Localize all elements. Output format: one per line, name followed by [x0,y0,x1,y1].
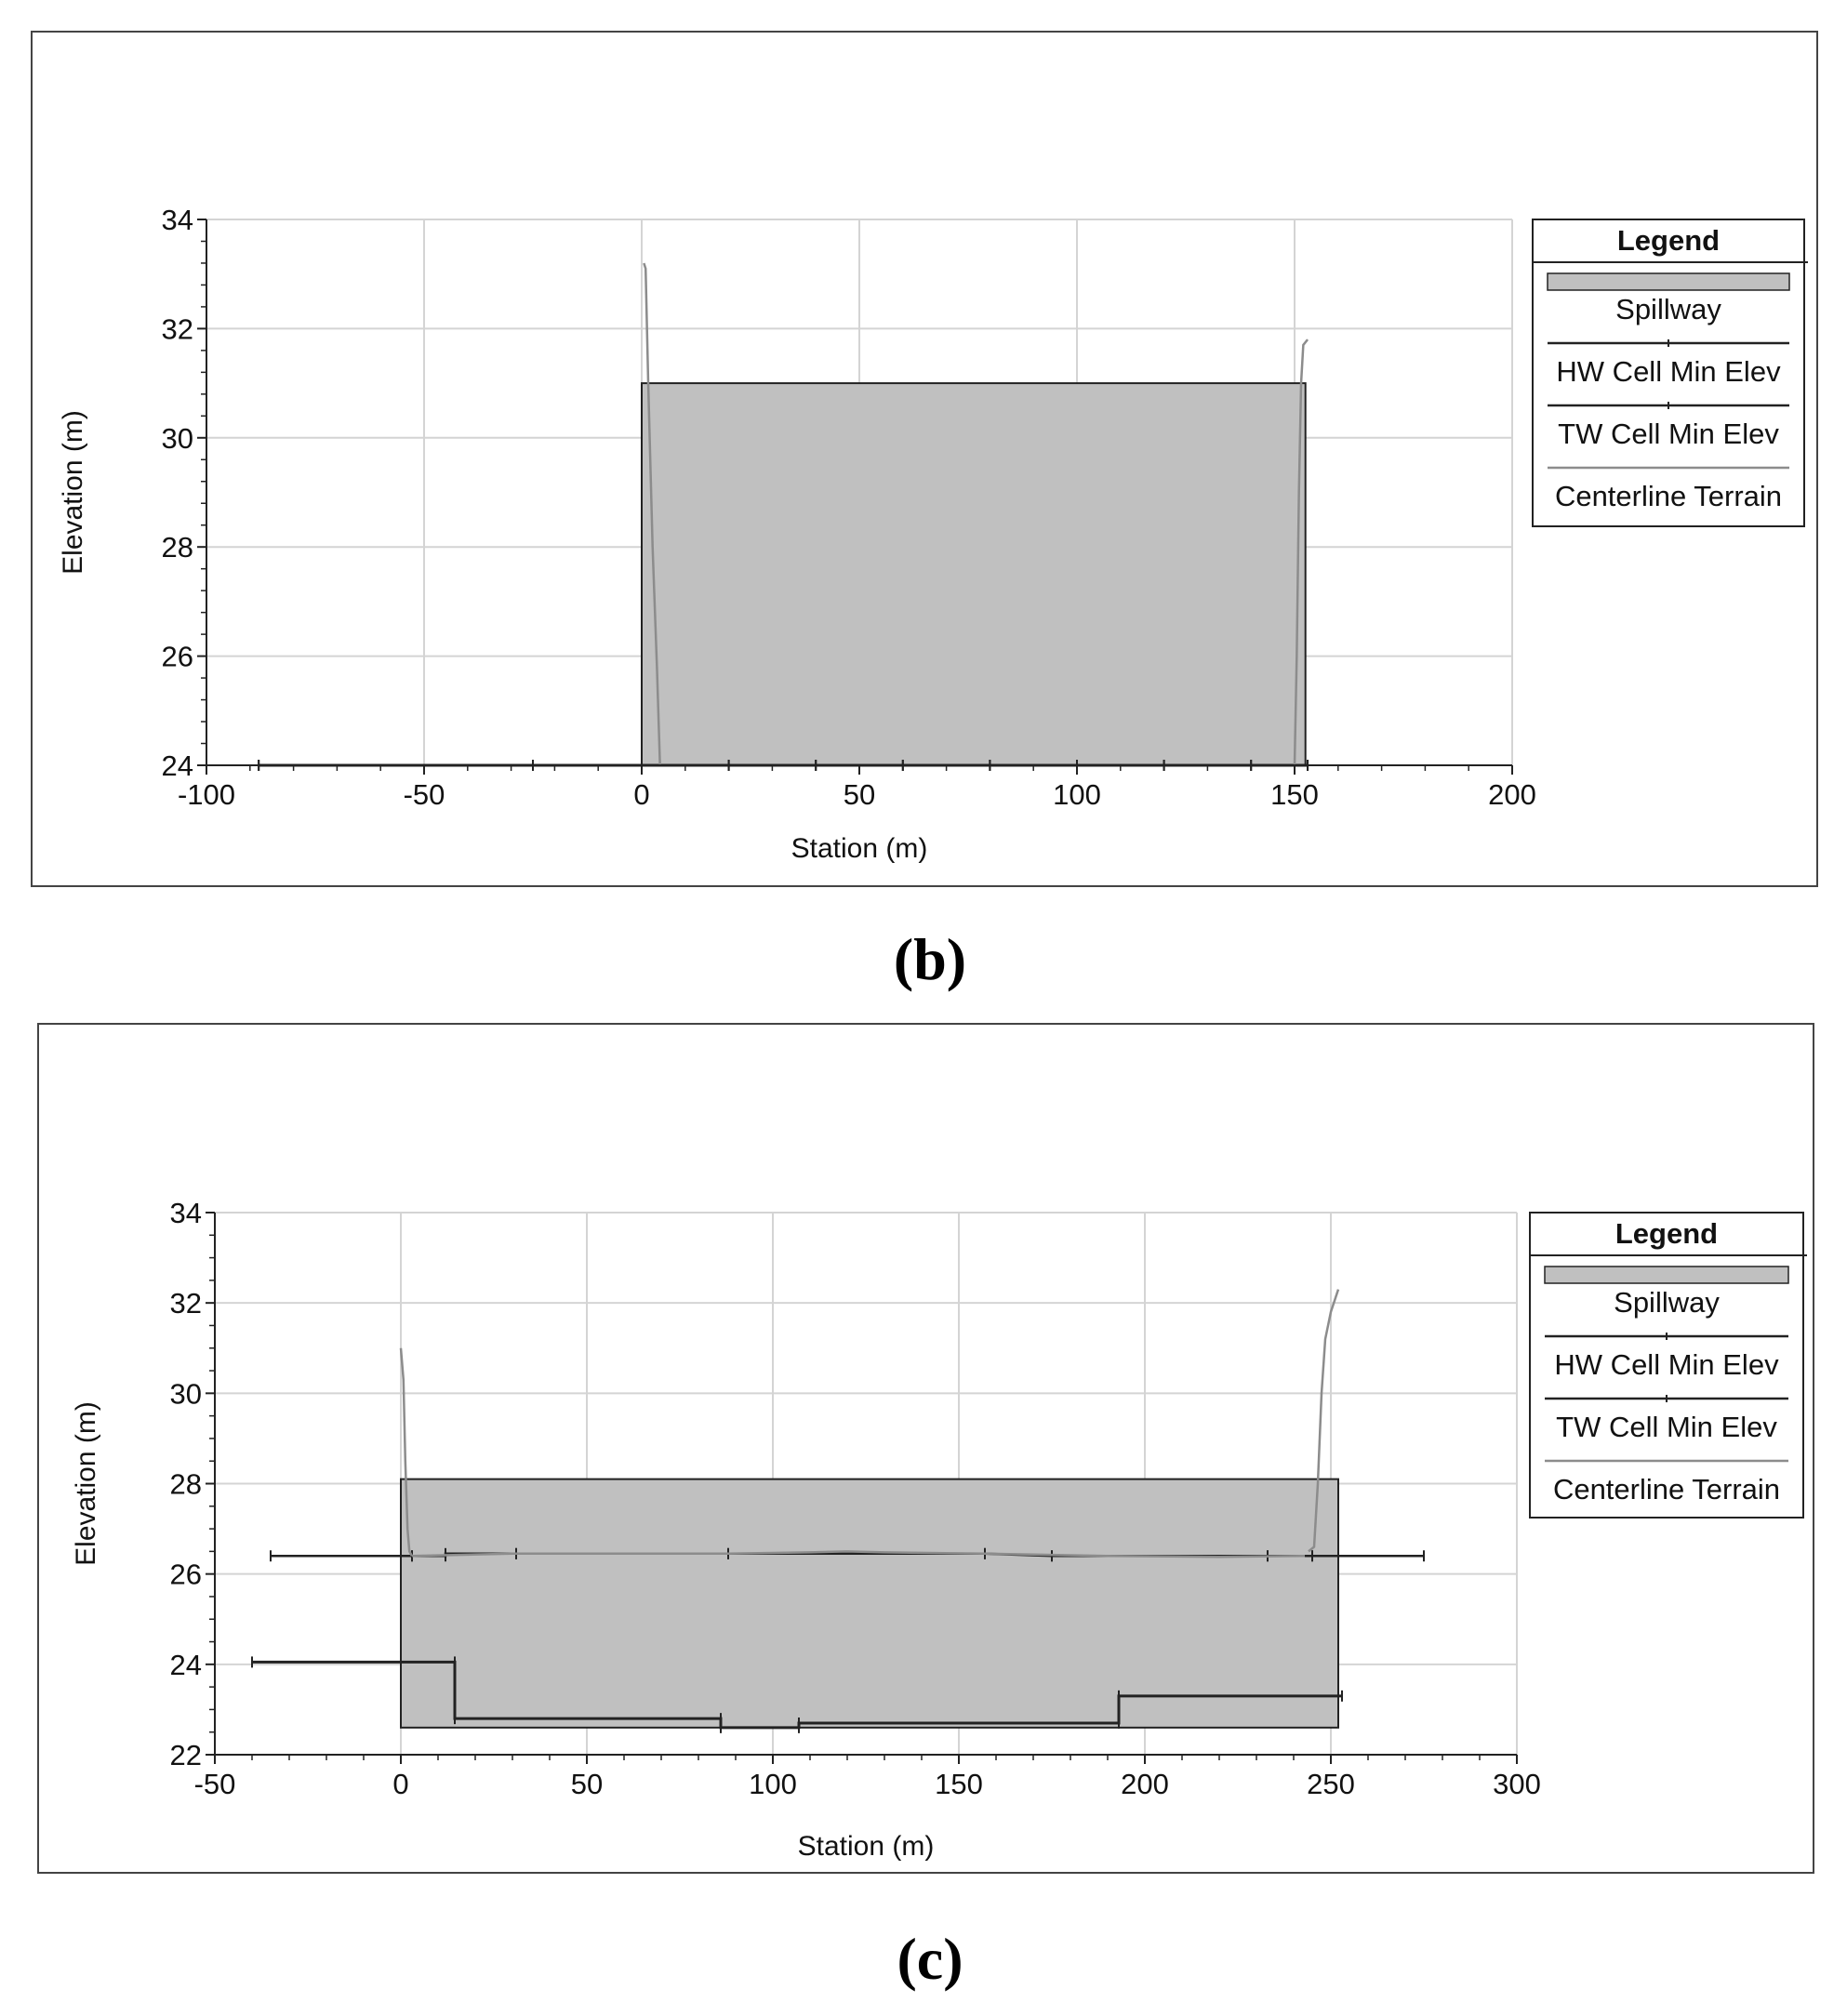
x-tick-label: 100 [1053,778,1101,811]
y-tick-label: 24 [162,749,193,782]
legend-box [1532,219,1805,527]
caption-c-text: (c) [897,1926,963,1992]
x-axis-title: Station (m) [798,1831,935,1862]
legend-entry-label: HW Cell Min Elev [1554,1348,1779,1381]
legend-box [1529,1212,1804,1519]
x-tick-label: 0 [633,778,649,811]
chart-panel-b: 24 26 28 30 32 34 -100 -50 0 50 100 150 200 Station (… [31,31,1818,887]
x-tick-label: 50 [844,778,875,811]
series-tw-cell-min-elev [252,1660,1342,1730]
x-tick-label: -100 [178,778,235,811]
x-tick-label: 100 [749,1768,797,1800]
x-tick-label: 300 [1493,1768,1541,1800]
y-axis-title: Elevation (m) [58,410,88,575]
legend-swatch-spillway [1544,1266,1789,1284]
x-tick-label: 150 [1270,778,1319,811]
legend-title: Legend [1617,224,1720,257]
series-centerline-terrain [399,1347,414,1557]
legend-entry-label: TW Cell Min Elev [1556,1411,1777,1443]
y-tick-label: 30 [170,1377,202,1410]
x-axis-title: Station (m) [791,833,928,864]
x-tick-label: 0 [392,1768,408,1800]
y-tick-label: 34 [162,204,193,236]
y-tick-label: 28 [170,1468,202,1501]
y-tick-label: 26 [170,1558,202,1591]
caption-c: (c) [791,1925,1070,1994]
caption-b: (b) [791,925,1070,994]
y-tick-label: 22 [170,1739,202,1771]
y-axis-title: Elevation (m) [71,1401,101,1566]
x-tick-label: 150 [935,1768,983,1800]
series-centerline-terrain [411,1550,1306,1558]
x-tick-label: 200 [1121,1768,1169,1800]
legend-entry-label: Centerline Terrain [1555,480,1782,512]
x-tick-label: 250 [1307,1768,1355,1800]
x-tick-label: 200 [1488,778,1536,811]
spillway-area [641,382,1307,766]
chart-c-svg: 22 24 26 28 30 32 34 -50 0 50 100 150 200 250 300 Stati… [71,1197,1807,1862]
legend-entry-label: Spillway [1615,293,1721,325]
y-tick-label: 32 [170,1287,202,1320]
x-tick-label: 50 [571,1768,603,1800]
series-centerline-terrain [1293,338,1309,766]
y-tick-label: 26 [162,641,193,673]
y-tick-label: 34 [170,1197,202,1229]
chart-panel-c: 22 24 26 28 30 32 34 -50 0 50 100 150 200 250 300 Stati… [37,1023,1814,1874]
y-tick-label: 28 [162,531,193,564]
x-tick-label: -50 [404,778,445,811]
y-tick-label: 30 [162,422,193,455]
series-centerline-terrain [1308,1289,1340,1553]
x-tick-label: -50 [194,1768,236,1800]
y-tick-label: 24 [170,1649,202,1681]
spillway-area [400,1478,1339,1729]
legend-entry-label: Centerline Terrain [1553,1473,1780,1505]
chart-b-svg: 24 26 28 30 32 34 -100 -50 0 50 100 150 200 Station (… [58,204,1808,864]
legend-entry-label: HW Cell Min Elev [1556,355,1781,388]
legend-entry-label: Spillway [1614,1286,1720,1319]
legend-swatch-spillway [1547,272,1790,291]
y-tick-label: 32 [162,312,193,345]
legend-title: Legend [1615,1217,1718,1250]
series-centerline-terrain [643,262,661,766]
legend-entry-label: TW Cell Min Elev [1558,418,1779,450]
caption-b-text: (b) [893,926,967,992]
